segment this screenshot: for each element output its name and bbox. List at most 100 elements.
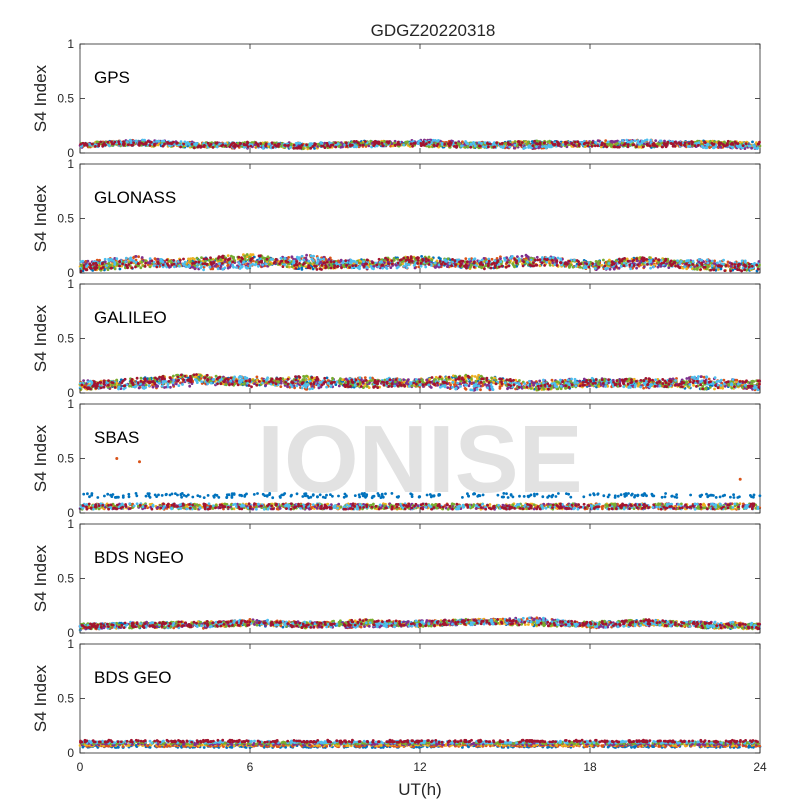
data-point xyxy=(587,141,590,145)
data-point xyxy=(290,255,294,259)
data-point xyxy=(230,254,233,258)
data-point xyxy=(390,262,394,266)
data-point xyxy=(192,146,196,150)
data-point xyxy=(267,263,271,266)
data-point xyxy=(146,261,150,264)
data-point xyxy=(380,141,384,145)
data-point xyxy=(623,257,626,260)
data-point xyxy=(556,141,560,145)
data-point xyxy=(407,263,411,267)
data-point xyxy=(82,267,86,270)
data-point xyxy=(478,144,482,148)
data-point xyxy=(604,139,608,143)
data-point xyxy=(348,266,351,269)
data-point xyxy=(472,141,475,144)
data-point xyxy=(625,264,628,267)
data-point xyxy=(88,262,92,266)
data-point xyxy=(402,143,406,147)
data-point xyxy=(170,263,174,267)
data-point xyxy=(129,261,133,265)
data-point xyxy=(95,263,98,267)
data-point xyxy=(305,253,308,257)
data-point xyxy=(315,268,319,271)
data-point xyxy=(271,146,275,149)
data-point xyxy=(430,258,434,262)
data-point xyxy=(243,145,246,149)
data-point xyxy=(249,144,253,148)
data-point xyxy=(705,258,709,262)
data-point xyxy=(345,263,348,267)
data-point xyxy=(228,145,232,149)
data-point xyxy=(667,266,671,269)
data-point xyxy=(310,142,313,146)
data-point xyxy=(102,142,106,146)
data-point xyxy=(419,261,423,265)
data-point xyxy=(427,140,431,144)
data-point xyxy=(635,145,638,149)
data-point xyxy=(209,142,213,146)
data-point xyxy=(659,139,663,143)
data-point xyxy=(584,266,588,270)
data-point xyxy=(160,139,164,143)
data-point xyxy=(127,263,131,266)
data-point xyxy=(670,142,673,146)
data-point xyxy=(289,142,293,146)
data-point xyxy=(183,260,187,264)
data-point xyxy=(314,142,317,146)
data-point xyxy=(486,141,489,145)
data-point xyxy=(258,260,262,264)
data-point xyxy=(489,266,493,270)
data-point xyxy=(508,145,512,149)
data-point xyxy=(664,258,668,262)
data-point xyxy=(369,139,373,143)
data-point xyxy=(424,257,428,261)
data-point xyxy=(556,143,560,147)
data-point xyxy=(173,265,176,269)
data-point xyxy=(140,256,144,259)
data-point xyxy=(366,258,369,262)
data-point xyxy=(600,264,604,267)
data-point xyxy=(115,257,119,261)
data-point xyxy=(280,145,283,148)
data-point xyxy=(492,145,496,149)
data-point xyxy=(386,258,389,262)
data-point xyxy=(465,260,469,264)
data-point xyxy=(238,263,242,267)
data-point xyxy=(261,263,264,267)
data-point xyxy=(543,141,546,145)
data-point xyxy=(381,266,384,270)
data-point xyxy=(578,265,582,269)
data-point xyxy=(448,144,451,148)
data-point xyxy=(733,263,737,266)
data-point xyxy=(110,266,113,270)
data-point xyxy=(243,257,247,261)
data-point xyxy=(723,144,726,148)
data-point xyxy=(678,262,682,265)
data-point xyxy=(130,258,133,262)
data-point xyxy=(128,138,132,142)
data-point xyxy=(419,142,423,145)
data-point xyxy=(620,259,624,263)
data-point xyxy=(594,260,598,263)
data-point xyxy=(97,144,100,148)
data-point xyxy=(232,265,235,269)
data-point xyxy=(316,142,320,146)
data-point xyxy=(730,262,734,266)
data-point xyxy=(236,144,240,148)
data-point xyxy=(520,141,524,144)
data-point xyxy=(756,146,759,150)
data-point xyxy=(548,256,552,260)
data-point xyxy=(140,260,144,264)
data-point xyxy=(561,143,565,147)
data-point xyxy=(530,140,534,143)
data-point xyxy=(184,265,188,269)
data-point xyxy=(221,267,225,271)
data-point xyxy=(224,258,227,261)
data-point xyxy=(487,145,490,149)
data-point xyxy=(329,266,333,270)
data-point xyxy=(125,140,129,144)
data-point xyxy=(535,263,539,267)
data-point xyxy=(649,138,653,142)
data-point xyxy=(404,262,408,266)
